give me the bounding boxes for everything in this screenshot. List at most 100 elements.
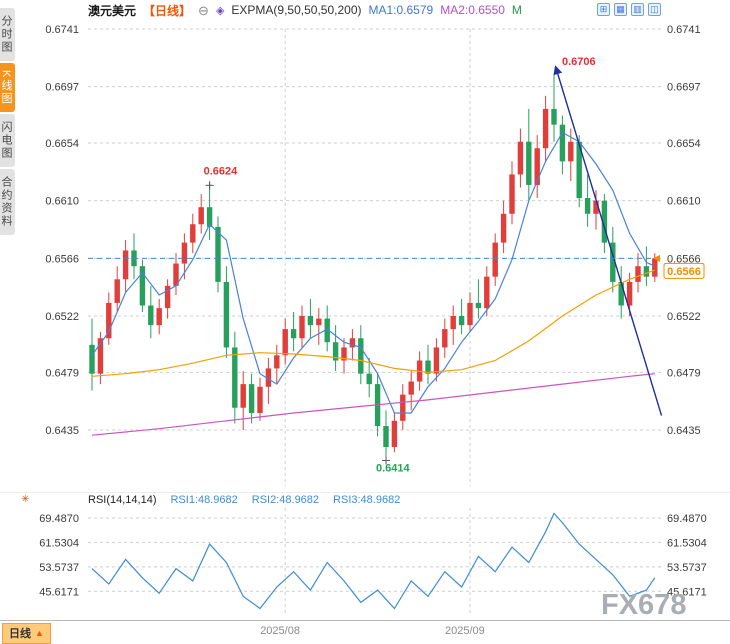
candle-body bbox=[164, 285, 171, 309]
candle-body bbox=[114, 279, 120, 303]
candle-body bbox=[215, 226, 221, 282]
candle-body bbox=[198, 207, 204, 225]
rsi-y-label-left: 53.5737 bbox=[39, 562, 79, 574]
candle-body bbox=[601, 200, 608, 243]
y-axis-label-left: 0.6697 bbox=[45, 82, 79, 94]
candle-body bbox=[156, 308, 162, 326]
y-axis-label-right: 0.6566 bbox=[667, 253, 701, 265]
sidebar-tab-kline-chart[interactable]: K线图 bbox=[0, 63, 15, 113]
indicator-label[interactable]: EXPMA(9,50,50,50,200) bbox=[231, 3, 362, 17]
annotation-label: 0.6414 bbox=[376, 463, 411, 475]
candle-body bbox=[206, 207, 213, 227]
y-axis-label-right: 0.6522 bbox=[667, 311, 701, 323]
candle-body bbox=[618, 281, 624, 306]
expma-icon: ◈ bbox=[215, 4, 225, 17]
rsi2-value: RSI2:48.9682 bbox=[251, 494, 320, 506]
candle-body bbox=[324, 318, 330, 343]
ma1-value: MA1:0.6579 bbox=[368, 3, 434, 17]
candle-body bbox=[181, 242, 188, 264]
price-arrow bbox=[653, 254, 660, 262]
candle-body bbox=[484, 276, 490, 309]
y-axis-label-left: 0.6654 bbox=[45, 138, 79, 150]
candle-body bbox=[173, 263, 179, 286]
ma3-value: M bbox=[511, 3, 522, 17]
candle-body bbox=[568, 141, 574, 162]
rsi-values-row: RSI(14,14,14) RSI1:48.9682 RSI2:48.9682 … bbox=[88, 494, 400, 506]
candle-body bbox=[534, 148, 540, 185]
candle-body bbox=[223, 281, 230, 348]
candle-body bbox=[232, 347, 238, 408]
candle-body bbox=[240, 384, 246, 408]
rsi-y-label-right: 69.4870 bbox=[667, 513, 707, 525]
candles-layer[interactable] bbox=[89, 74, 658, 458]
candle-body bbox=[366, 373, 372, 385]
maximize-icon[interactable]: ◫ bbox=[648, 3, 661, 16]
candle-body bbox=[551, 108, 557, 125]
rsi-y-label-right: 53.5737 bbox=[667, 562, 707, 574]
rsi-y-label-left: 45.6171 bbox=[39, 586, 79, 598]
candle-body bbox=[332, 342, 339, 361]
candle-body bbox=[391, 420, 398, 448]
candle-body bbox=[400, 394, 406, 421]
rsi-subchart[interactable]: 69.4870 69.4870 61.5304 61.5304 53.5737 53.57… bbox=[0, 506, 730, 620]
x-axis-label: 2025/08 bbox=[260, 625, 300, 637]
candle-body bbox=[635, 266, 641, 282]
candle-body bbox=[408, 381, 414, 395]
ma2-value: MA2:0.6550 bbox=[440, 3, 505, 17]
candle-body bbox=[610, 242, 616, 282]
candle-body bbox=[274, 355, 280, 369]
candle-body bbox=[458, 315, 465, 326]
candle-body bbox=[89, 344, 95, 374]
sidebar-tab-contract-info[interactable]: 合约资料 bbox=[0, 169, 15, 236]
rsi-y-label-left: 61.5304 bbox=[39, 537, 79, 549]
candle-body bbox=[467, 302, 473, 326]
y-axis-label-left: 0.6741 bbox=[45, 24, 79, 36]
ma-line-EXPMA200 bbox=[91, 373, 655, 436]
y-axis-label-right: 0.6610 bbox=[667, 196, 701, 208]
candle-body bbox=[509, 174, 515, 214]
candle-body bbox=[593, 200, 599, 214]
y-axis-label-left: 0.6435 bbox=[45, 425, 79, 437]
main-candlestick-chart[interactable]: 0.6741 0.6741 0.6697 0.6697 0.6654 0.6654 0.66… bbox=[0, 20, 730, 492]
candle-body bbox=[492, 242, 498, 277]
candle-body bbox=[559, 124, 566, 162]
y-axis-label-right: 0.6741 bbox=[667, 24, 701, 36]
chart-toolbar: ⊞ ▦ ▥ ◫ bbox=[597, 3, 661, 16]
rsi-line[interactable] bbox=[91, 512, 656, 610]
candle-body bbox=[122, 250, 129, 280]
bottom-bar: 日线 ▲ 2025/08 2025/09 bbox=[0, 620, 730, 644]
chart-header: 澳元美元 【日线】 ⊖ ◈ EXPMA(9,50,50,50,200) MA1:… bbox=[88, 2, 522, 18]
candle-body bbox=[526, 141, 532, 185]
rsi-y-label-right: 45.6171 bbox=[667, 586, 707, 598]
indicator-panel-icon[interactable]: ▥ bbox=[631, 3, 644, 16]
candle-body bbox=[383, 426, 389, 448]
candle-body bbox=[475, 302, 482, 309]
period-tab-label: 日线 bbox=[9, 628, 31, 640]
chart-style-icon[interactable]: ▦ bbox=[614, 3, 627, 16]
y-axis-label-right: 0.6479 bbox=[667, 367, 701, 379]
y-axis-label-left: 0.6610 bbox=[45, 196, 79, 208]
period-label: 【日线】 bbox=[143, 3, 192, 18]
annotation-label: 0.6706 bbox=[562, 56, 596, 68]
candle-body bbox=[139, 266, 146, 306]
candle-body bbox=[316, 318, 322, 326]
collapse-icon[interactable]: ⊖ bbox=[198, 2, 209, 18]
candle-body bbox=[542, 108, 549, 149]
y-axis-label-right: 0.6697 bbox=[667, 82, 701, 94]
sidebar-tab-time-chart[interactable]: 分时图 bbox=[0, 8, 15, 61]
candle-body bbox=[290, 329, 297, 339]
candle-body bbox=[576, 141, 582, 199]
candle-body bbox=[349, 338, 356, 348]
candle-body bbox=[643, 266, 650, 277]
candle-body bbox=[190, 224, 196, 243]
sidebar-tab-lightning-chart[interactable]: 闪电图 bbox=[0, 114, 15, 168]
indicator-settings-icon[interactable]: ✳ bbox=[21, 494, 30, 505]
candle-body bbox=[299, 315, 305, 339]
candle-body bbox=[425, 360, 431, 374]
candle-body bbox=[106, 302, 112, 339]
ma-line-EXPMA50 bbox=[91, 269, 656, 377]
grid-layout-icon[interactable]: ⊞ bbox=[597, 3, 610, 16]
trendline[interactable] bbox=[553, 65, 663, 416]
candle-body bbox=[341, 347, 347, 361]
candle-body bbox=[450, 315, 456, 330]
